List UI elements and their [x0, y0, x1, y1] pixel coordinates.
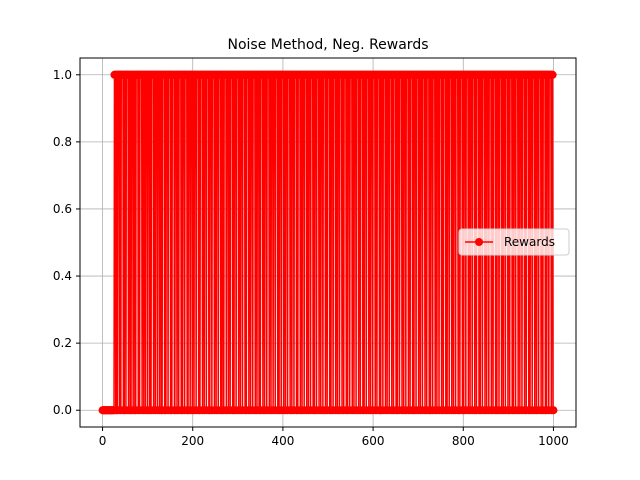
y-tick-label: 0.2 — [53, 336, 72, 350]
y-tick-label: 0.6 — [53, 202, 72, 216]
x-tick-label: 600 — [362, 434, 385, 448]
x-tick-label: 1000 — [538, 434, 569, 448]
series-rewards — [98, 70, 558, 415]
chart-title: Noise Method, Neg. Rewards — [228, 37, 429, 53]
y-tick-label: 0.8 — [53, 135, 72, 149]
y-tick-label: 1.0 — [53, 68, 72, 82]
plot-area — [98, 70, 558, 415]
axes-frame — [79, 57, 577, 428]
legend-marker-rewards — [475, 238, 483, 246]
data-point — [549, 406, 558, 415]
x-tick-label: 400 — [271, 434, 294, 448]
y-axis: 0.0 0.2 0.4 0.6 0.8 1.0 — [53, 68, 80, 417]
data-point — [548, 70, 557, 79]
legend-label-rewards: Rewards — [504, 235, 555, 249]
x-tick-label: 200 — [181, 434, 204, 448]
legend-box — [458, 228, 570, 256]
x-tick-label: 800 — [452, 434, 475, 448]
x-tick-label: 0 — [99, 434, 107, 448]
y-tick-label: 0.4 — [53, 269, 72, 283]
y-tick-label: 0.0 — [53, 403, 72, 417]
x-axis: 0 200 400 600 800 1000 — [99, 427, 569, 448]
legend: Rewards — [458, 228, 570, 256]
